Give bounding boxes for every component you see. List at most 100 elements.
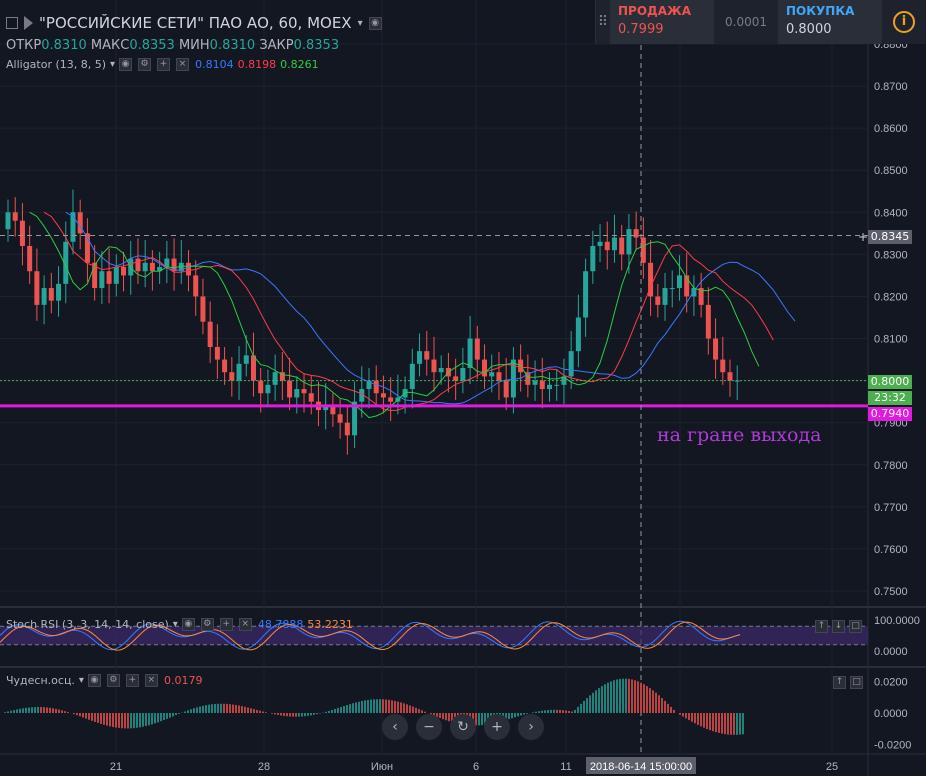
- candle-body: [698, 288, 704, 305]
- candle-body: [590, 245, 596, 272]
- candle-body: [655, 296, 661, 305]
- candle-body: [352, 401, 358, 436]
- candle-body: [417, 351, 423, 364]
- candle-body: [648, 262, 654, 297]
- open-value: 0.8310: [41, 38, 87, 53]
- scroll-left-button[interactable]: ‹: [382, 714, 408, 740]
- stoch-tick-label: 0.0000: [874, 646, 908, 658]
- candle-body: [402, 389, 408, 398]
- candle-body: [467, 338, 473, 368]
- candle-body: [489, 372, 495, 377]
- ao-value: 0.0179: [163, 674, 203, 687]
- gear-icon[interactable]: ⚙: [138, 58, 152, 71]
- candle-body: [705, 304, 711, 339]
- candle-body: [713, 338, 719, 360]
- candle-body: [63, 241, 69, 284]
- close-icon[interactable]: ×: [176, 58, 190, 71]
- candle-body: [424, 351, 430, 360]
- candle-body: [135, 258, 141, 272]
- alligator-line-2: [29, 211, 760, 419]
- chevron-down-icon[interactable]: ▾: [110, 59, 116, 70]
- candle-body: [380, 393, 386, 398]
- chevron-down-icon[interactable]: ▾: [172, 619, 178, 630]
- time-tick-label: 21: [110, 761, 122, 773]
- stoch-band: [0, 626, 868, 645]
- zoom-in-button[interactable]: +: [484, 714, 510, 740]
- candle-body: [294, 389, 300, 398]
- price-tick-label: 0.8200: [874, 291, 908, 303]
- candle-body: [5, 212, 11, 230]
- reset-button[interactable]: ↻: [450, 714, 476, 740]
- crosshair-time-bg: [586, 757, 696, 774]
- candle-body: [720, 359, 726, 373]
- zoom-out-button[interactable]: −: [416, 714, 442, 740]
- plus-icon[interactable]: +: [125, 674, 139, 687]
- info-button[interactable]: i: [882, 0, 926, 44]
- symbol-title[interactable]: "РОССИЙСКИЕ СЕТИ" ПАО АО, 60, MOEX: [39, 14, 352, 32]
- candle-body: [279, 372, 285, 381]
- candle-body: [229, 372, 235, 381]
- close-icon[interactable]: ×: [238, 618, 252, 631]
- candle-body: [178, 262, 184, 272]
- price-tick-label: 0.7600: [874, 544, 908, 556]
- candle-body: [669, 288, 675, 290]
- candle-body: [662, 288, 668, 305]
- candle-body: [149, 262, 155, 272]
- buy-button[interactable]: ПОКУПКА 0.8000: [778, 0, 882, 44]
- arrow-down-icon[interactable]: ↓: [832, 620, 845, 633]
- gear-icon[interactable]: ⚙: [106, 674, 120, 687]
- stoch-tick-label: 100.0000: [874, 615, 920, 627]
- price-tick-label: 0.8100: [874, 334, 908, 346]
- candle-body: [344, 422, 350, 436]
- price-tick-label: 0.8700: [874, 81, 908, 93]
- ao-tick-label: 0.0200: [874, 677, 908, 689]
- eye-icon[interactable]: ◉: [87, 674, 101, 687]
- maximize-icon[interactable]: □: [849, 620, 862, 633]
- stoch-legend: Stoch RSI (3, 3, 14, 14, close) ▾ ◉ ⚙ + × 4…: [6, 618, 353, 631]
- maximize-icon[interactable]: □: [850, 676, 863, 689]
- ao-tick-label: 0.0000: [874, 708, 908, 720]
- arrow-up-icon[interactable]: ↑: [815, 620, 828, 633]
- high-label: МАКС: [90, 38, 130, 53]
- candle-body: [431, 359, 437, 373]
- ao-legend: Чудесн.осц. ▾ ◉ ⚙ + × 0.0179: [6, 674, 202, 687]
- chevron-down-icon[interactable]: ▾: [357, 17, 363, 29]
- eye-icon[interactable]: ◉: [181, 618, 195, 631]
- eye-icon[interactable]: ◉: [119, 58, 133, 71]
- plus-icon[interactable]: +: [219, 618, 233, 631]
- flag-icon[interactable]: [24, 16, 33, 30]
- sell-price: 0.7999: [618, 22, 664, 37]
- candle-body: [106, 271, 112, 284]
- alligator-jaw-value: 0.8104: [195, 58, 234, 71]
- price-tick-label: 0.8500: [874, 165, 908, 177]
- eye-icon[interactable]: ◉: [368, 16, 382, 30]
- candle-body: [243, 355, 249, 364]
- alligator-name[interactable]: Alligator (13, 8, 5): [6, 58, 107, 71]
- candle-body: [547, 384, 552, 390]
- candle-body: [510, 359, 516, 398]
- high-value: 0.8353: [129, 38, 175, 53]
- candle-body: [214, 346, 220, 360]
- candle-body: [250, 355, 256, 381]
- candle-body: [193, 275, 199, 297]
- candle-body: [48, 288, 54, 301]
- gear-icon[interactable]: ⚙: [200, 618, 214, 631]
- collapse-icon[interactable]: [6, 17, 18, 29]
- chevron-down-icon[interactable]: ▾: [78, 675, 84, 686]
- candle-body: [611, 237, 617, 251]
- sell-label: ПРОДАЖА: [618, 4, 691, 18]
- arrow-up-icon[interactable]: ↑: [833, 676, 846, 689]
- candle-body: [438, 367, 444, 373]
- drag-handle-icon[interactable]: ⠿: [597, 14, 609, 30]
- stoch-name[interactable]: Stoch RSI (3, 3, 14, 14, close): [6, 618, 169, 631]
- candle-body: [330, 405, 336, 415]
- ao-name[interactable]: Чудесн.осц.: [6, 674, 75, 687]
- crosshair-price-tag: 0.8345: [868, 230, 912, 244]
- crosshair-plus-icon: +: [858, 230, 868, 244]
- plus-icon[interactable]: +: [157, 58, 171, 71]
- scroll-right-button[interactable]: ›: [518, 714, 544, 740]
- close-value: 0.8353: [293, 38, 340, 53]
- sell-button[interactable]: ПРОДАЖА 0.7999: [610, 0, 714, 44]
- close-icon[interactable]: ×: [144, 674, 158, 687]
